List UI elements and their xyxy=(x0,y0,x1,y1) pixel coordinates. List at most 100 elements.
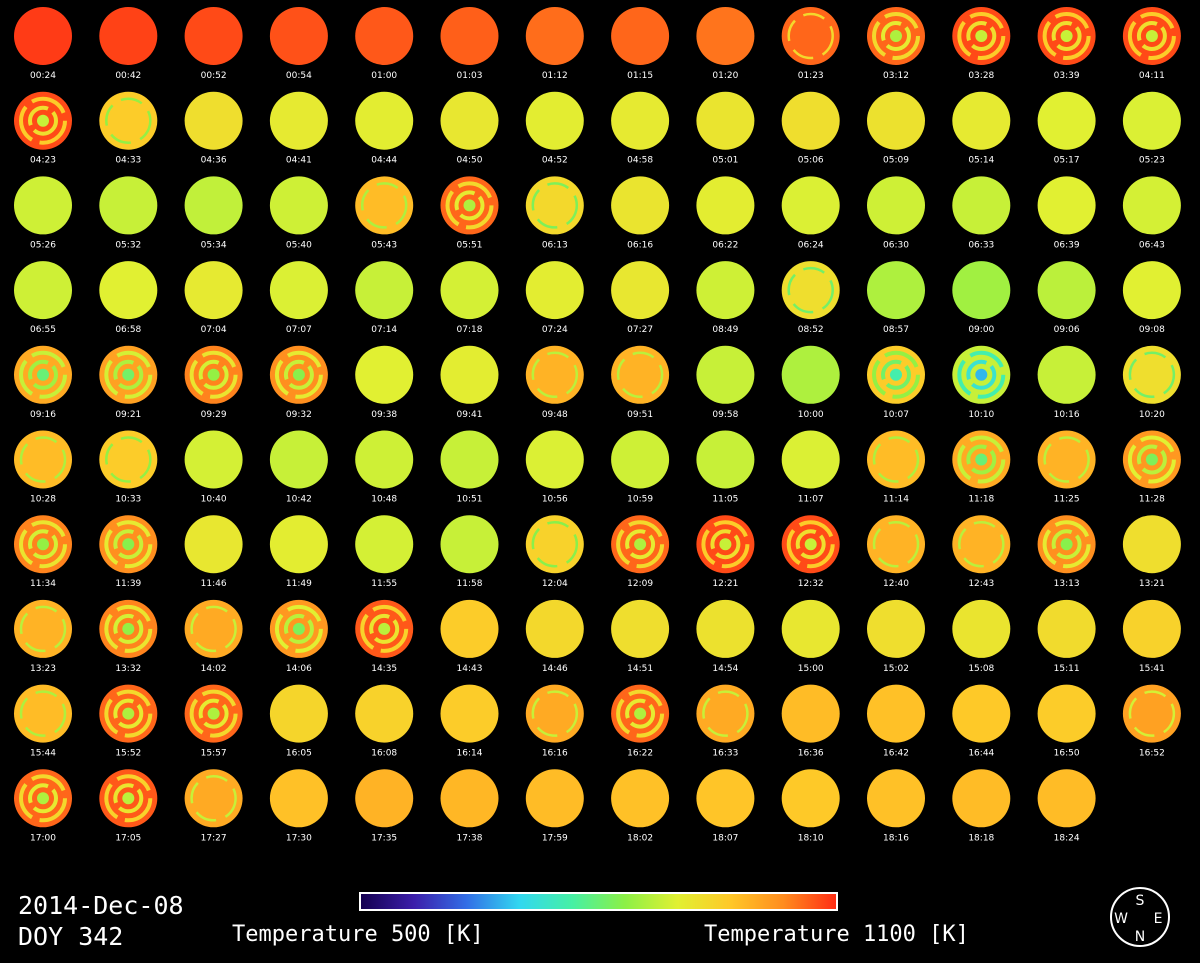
sky-disc xyxy=(269,176,328,235)
panel-time-label: 10:51 xyxy=(457,495,483,505)
sky-disc xyxy=(1037,345,1096,404)
sky-ring-inner xyxy=(283,359,314,390)
panel-time-label: 09:21 xyxy=(115,410,141,420)
panel-time-label: 09:51 xyxy=(627,410,653,420)
sky-panel: 07:27 xyxy=(611,261,670,335)
sky-disc xyxy=(611,91,670,150)
sky-disc xyxy=(440,515,499,574)
panel-time-label: 04:11 xyxy=(1139,71,1165,81)
sky-core xyxy=(1145,30,1158,42)
compass-north-label: N xyxy=(1135,929,1145,945)
sky-panel: 16:50 xyxy=(1037,684,1096,759)
sky-ring-outer xyxy=(19,774,67,823)
sky-disc xyxy=(1122,91,1181,150)
sky-panel: 04:44 xyxy=(355,91,414,166)
panel-time-label: 18:10 xyxy=(798,833,824,843)
compass-east-label: E xyxy=(1154,911,1163,927)
sky-panel: 18:24 xyxy=(1037,769,1096,843)
sky-panel: 16:05 xyxy=(269,684,328,759)
sky-panel: 07:24 xyxy=(525,261,584,335)
sky-disc xyxy=(355,345,414,404)
panel-time-label: 12:04 xyxy=(542,579,568,589)
panel-time-label: 13:13 xyxy=(1054,579,1080,589)
panel-time-label: 16:22 xyxy=(627,749,653,759)
sky-disc xyxy=(867,430,925,489)
sky-panel: 03:39 xyxy=(1037,7,1096,81)
panel-time-label: 01:03 xyxy=(457,71,483,81)
sky-core xyxy=(37,368,49,381)
panel-time-label: 14:06 xyxy=(286,664,312,674)
sky-panel: 03:28 xyxy=(952,7,1011,81)
sky-panel: 05:14 xyxy=(952,91,1011,166)
sky-disc xyxy=(696,176,755,235)
sky-panel: 01:20 xyxy=(696,7,755,81)
sky-ring-inner xyxy=(1051,21,1082,51)
sky-panel: 06:16 xyxy=(611,176,670,250)
panel-time-label: 04:58 xyxy=(627,156,653,166)
sky-disc xyxy=(952,261,1011,320)
sky-disc xyxy=(184,430,243,489)
sky-panel: 12:43 xyxy=(952,515,1011,589)
sky-panel: 16:42 xyxy=(867,684,925,759)
panel-time-label: 10:10 xyxy=(968,410,994,420)
sky-panel: 08:57 xyxy=(867,261,925,335)
sky-ring-outer xyxy=(1128,351,1176,399)
sky-ring-outer xyxy=(531,690,579,737)
sky-panel: 18:16 xyxy=(867,769,925,843)
sky-disc xyxy=(952,599,1011,658)
sky-disc xyxy=(611,7,670,65)
sky-panel: 10:33 xyxy=(99,430,158,505)
sky-panel: 17:05 xyxy=(99,769,158,843)
sky-ring-inner xyxy=(369,613,400,644)
panel-time-label: 11:58 xyxy=(457,579,483,589)
sky-disc xyxy=(952,769,1011,828)
sky-panel: 05:17 xyxy=(1037,91,1096,166)
panel-time-label: 06:58 xyxy=(115,325,141,335)
sky-panel: 17:27 xyxy=(184,769,243,843)
sky-panel: 06:39 xyxy=(1037,176,1096,250)
sky-ring-outer xyxy=(104,604,153,653)
sky-disc xyxy=(525,599,584,658)
sky-disc xyxy=(781,430,840,489)
sky-disc xyxy=(355,7,414,65)
sky-ring-outer xyxy=(531,351,579,399)
sky-disc xyxy=(1037,599,1096,658)
panel-time-label: 05:09 xyxy=(883,156,909,166)
sky-ring-outer xyxy=(531,520,579,568)
sky-disc xyxy=(99,176,158,235)
sky-core xyxy=(1060,538,1073,551)
sky-core xyxy=(975,453,988,466)
sky-disc xyxy=(611,430,670,489)
sky-core xyxy=(1145,453,1158,466)
sky-panel: 16:36 xyxy=(781,684,840,759)
sky-panel: 13:23 xyxy=(14,599,72,674)
sky-panel: 16:44 xyxy=(952,684,1011,759)
sky-panel: 05:34 xyxy=(184,176,243,250)
panel-time-label: 16:16 xyxy=(542,749,568,759)
sky-ring-outer xyxy=(958,520,1005,568)
panel-time-label: 04:23 xyxy=(30,156,56,166)
sky-panel: 15:02 xyxy=(867,599,925,674)
panel-time-label: 09:08 xyxy=(1139,325,1165,335)
panel-time-label: 16:42 xyxy=(883,749,909,759)
sky-ring-inner xyxy=(198,698,229,729)
sky-ring-inner xyxy=(881,359,911,390)
sky-panel: 12:04 xyxy=(525,515,584,589)
sky-panel: 10:16 xyxy=(1037,345,1096,420)
sky-ring-outer xyxy=(872,520,920,568)
sky-panel: 09:51 xyxy=(611,345,670,420)
sky-panel: 10:51 xyxy=(440,430,499,505)
sky-ring-outer xyxy=(1043,436,1090,483)
sky-panel: 01:12 xyxy=(525,7,584,81)
sky-disc xyxy=(14,7,72,65)
panel-time-label: 00:52 xyxy=(201,71,227,81)
panel-time-label: 05:17 xyxy=(1054,156,1080,166)
sky-panel: 04:52 xyxy=(525,91,584,166)
sky-ring-inner xyxy=(113,529,144,560)
sky-panel: 15:57 xyxy=(184,684,243,759)
panel-time-label: 06:16 xyxy=(627,240,653,250)
sky-ring-outer xyxy=(104,520,153,569)
sky-disc xyxy=(696,684,755,743)
panel-time-label: 10:00 xyxy=(798,410,824,420)
sky-ring-outer xyxy=(189,689,238,738)
